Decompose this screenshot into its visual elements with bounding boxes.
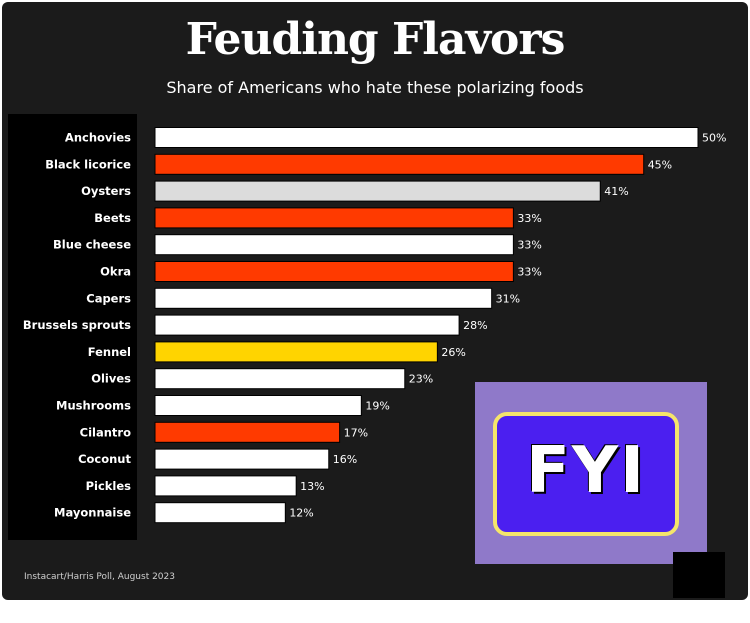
category-label-panel: [8, 114, 137, 540]
category-label: Oysters: [81, 184, 131, 198]
category-label: Okra: [100, 265, 131, 279]
category-label: Brussels sprouts: [23, 318, 131, 332]
category-label: Fennel: [88, 345, 131, 359]
bar-capers: [154, 287, 493, 309]
bar-anchovies: [154, 127, 699, 148]
category-label: Coconut: [78, 452, 131, 466]
source-note: Instacart/Harris Poll, August 2023: [24, 572, 175, 582]
bar-beets: [154, 207, 514, 229]
value-label: 45%: [648, 158, 672, 171]
bar-mayonnaise: [154, 502, 286, 524]
bar-pickles: [154, 475, 297, 497]
value-label: 23%: [409, 373, 433, 386]
chart-title: Feuding Flavors: [185, 14, 566, 65]
bar-mushrooms: [154, 395, 362, 416]
value-label: 33%: [517, 212, 541, 225]
fyi-logo: FYI: [475, 382, 707, 564]
category-label: Mushrooms: [56, 399, 131, 413]
bar-cilantro: [154, 421, 341, 443]
bar-brussels-sprouts: [154, 314, 460, 336]
bar-fennel: [154, 341, 438, 363]
chart-subtitle: Share of Americans who hate these polari…: [166, 78, 584, 97]
value-label: 31%: [496, 292, 520, 305]
category-label: Black licorice: [45, 157, 131, 171]
value-label: 50%: [702, 132, 726, 145]
bar-blue-cheese: [154, 234, 514, 256]
value-label: 19%: [365, 400, 389, 413]
fyi-logo-badge: FYI: [493, 412, 679, 536]
category-label: Capers: [86, 291, 131, 305]
value-label: 33%: [517, 239, 541, 252]
category-label: Cilantro: [80, 425, 131, 439]
bar-okra: [154, 261, 514, 282]
value-label: 28%: [463, 319, 487, 332]
fyi-logo-text: FYI: [526, 434, 646, 508]
value-label: 17%: [344, 426, 368, 439]
category-label: Mayonnaise: [54, 506, 131, 520]
category-label: Pickles: [86, 479, 132, 493]
category-label: Beets: [94, 211, 131, 225]
corner-mark: [673, 552, 725, 598]
category-label: Anchovies: [65, 131, 131, 145]
bar-olives: [154, 368, 406, 390]
value-label: 16%: [333, 453, 357, 466]
bar-oysters: [154, 180, 601, 202]
value-label: 26%: [441, 346, 465, 359]
bar-black-licorice: [154, 153, 645, 175]
value-label: 41%: [604, 185, 628, 198]
bar-coconut: [154, 448, 330, 470]
value-label: 12%: [289, 507, 313, 520]
category-label: Olives: [91, 372, 131, 386]
value-label: 33%: [517, 266, 541, 279]
value-label: 13%: [300, 480, 324, 493]
category-label: Blue cheese: [53, 238, 131, 252]
